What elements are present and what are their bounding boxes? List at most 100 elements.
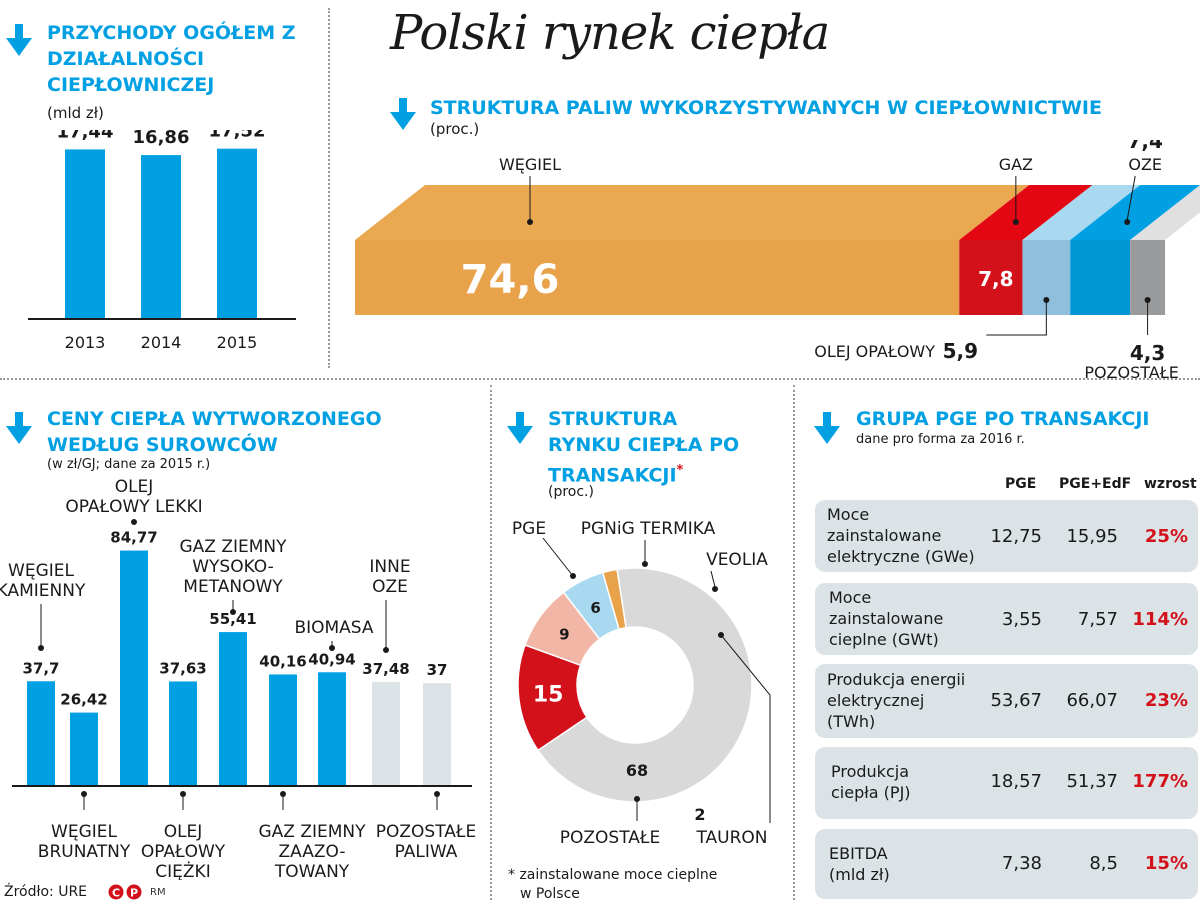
category-label: KAMIENNY (0, 581, 86, 601)
data-label: 7,4 (1127, 140, 1162, 153)
leader-dot (634, 796, 640, 802)
source-label: Źródło: URE (4, 884, 88, 900)
category-label: OLEJ OPAŁOWY (814, 342, 935, 361)
cell-pge-edf: 7,57 (1077, 609, 1118, 630)
table-row: Moce zainstalowane elektryczne (GWe) 12,75… (815, 500, 1198, 572)
revenue-unit: (mld zł) (47, 104, 104, 122)
category-label: METANOWY (183, 577, 283, 597)
leader-line (720, 634, 771, 823)
pge-subtitle: dane pro forma za 2016 r. (856, 432, 1025, 447)
bar-segment (355, 240, 960, 315)
bar (169, 681, 197, 786)
data-label: 17,44 (57, 130, 114, 142)
bar (318, 672, 346, 786)
market-chart: 15 9 6 68 PGE PGNiG TERMIKA VEOLIA 2 TAURON POZOS… (512, 519, 771, 848)
market-title-text: STRUKTURA RYNKU CIEPŁA PO TRANSAKCJI (548, 408, 740, 487)
fuels-title: STRUKTURA PALIW WYKORZYSTYWANYCH W CIEPŁ… (430, 97, 1102, 119)
column-header: wzrost (1144, 476, 1197, 492)
prices-unit: (w zł/GJ; dane za 2015 r.) (47, 457, 211, 472)
leader-line (542, 537, 574, 577)
pie-slice (536, 567, 753, 803)
page-title: Polski rynek ciepła (390, 5, 830, 61)
cell-pge: 3,55 (1001, 609, 1042, 630)
leader-dot (642, 561, 648, 567)
category-label: OPAŁOWY (141, 842, 226, 862)
fuels-chart: 74,6 7,8 WĘGIEL GAZ OZE 7,4 OLEJ OPAŁOWY 5,9 4,3… (355, 140, 1200, 380)
category-label: INNE (369, 557, 410, 577)
category-label: BRUNATNY (38, 842, 131, 862)
category-label: WĘGIEL (499, 155, 561, 174)
category-label: TAURON (695, 828, 767, 848)
category-label: OZE (1128, 155, 1162, 174)
tick-label: 2014 (141, 333, 182, 352)
category-label: OLEJ (164, 822, 203, 842)
bar (27, 681, 55, 786)
row-name: Produkcja ciepła (PJ) (831, 762, 911, 802)
category-label: PGNiG TERMIKA (581, 519, 716, 539)
leader-dot (1124, 219, 1131, 225)
cell-pge-edf: 15,95 (1066, 526, 1118, 547)
arrow-down-icon (6, 24, 32, 56)
data-label: 68 (626, 761, 648, 780)
revenue-title: PRZYCHODY OGÓŁEM Z DZIAŁALNOŚCI CIEPŁOWN… (47, 22, 296, 96)
data-label: 5,9 (943, 339, 978, 363)
category-label: GAZ ZIEMNY (179, 537, 287, 557)
category-label: OPAŁOWY LEKKI (65, 497, 202, 517)
bar-top (959, 185, 1093, 240)
row-name: Moce zainstalowane elektryczne (GWe) (827, 505, 975, 566)
cell-growth: 114% (1132, 609, 1188, 630)
category-label: POZOSTAŁE (560, 828, 660, 848)
cell-pge-edf: 8,5 (1089, 853, 1118, 874)
svg-text:P: P (130, 887, 138, 900)
category-label: VEOLIA (706, 550, 768, 570)
leader-dot (570, 573, 576, 579)
source-note: Źródło: URE (4, 884, 87, 900)
bar (423, 683, 451, 786)
cell-pge: 53,67 (990, 690, 1042, 711)
market-unit: (proc.) (548, 484, 594, 500)
credit-label: RM (150, 887, 166, 898)
pge-title: GRUPA PGE PO TRANSAKCJI (856, 408, 1150, 430)
cell-growth: 25% (1144, 526, 1188, 547)
market-title: STRUKTURA RYNKU CIEPŁA PO TRANSAKCJI* (548, 406, 748, 488)
data-label: 37,48 (362, 660, 409, 678)
leader-line (1126, 175, 1136, 221)
market-asterisk: * (676, 463, 684, 478)
bar (141, 155, 181, 319)
data-label: 17,52 (209, 130, 266, 142)
table-row: Moce zainstalowane cieplne (GWt) 3,55 7,57… (815, 583, 1198, 655)
market-footnote: * zainstalowane moce cieplne w Polsce (508, 866, 717, 904)
category-label: POZOSTAŁE (376, 822, 476, 842)
data-label: 16,86 (133, 130, 190, 148)
cell-pge-edf: 66,07 (1066, 690, 1118, 711)
bar-segment (1070, 240, 1131, 315)
data-label: 55,41 (209, 610, 256, 628)
arrow-down-icon (390, 98, 416, 130)
separator (793, 385, 795, 900)
data-label: 7,8 (978, 267, 1013, 291)
bar-top (355, 185, 1030, 240)
data-label: 9 (559, 625, 569, 643)
table-row: Produkcja energii elektrycznej (TWh) 53,67… (815, 664, 1198, 738)
cell-pge: 18,57 (990, 771, 1042, 792)
leader-dot (383, 647, 389, 653)
data-label: 74,6 (461, 257, 560, 303)
bar (217, 148, 257, 319)
bar (65, 149, 105, 319)
bar (372, 681, 400, 786)
data-label: 6 (590, 599, 600, 617)
table-row: Produkcja ciepła (PJ) 18,57 51,37 177% (815, 747, 1198, 819)
category-label: WĘGIEL (51, 822, 117, 842)
bar (269, 674, 297, 786)
bar (219, 632, 247, 786)
category-label: WĘGIEL (8, 561, 74, 581)
table-row: EBITDA (mld zł) 7,38 8,5 15% (815, 829, 1198, 899)
column-header: PGE (1005, 476, 1037, 492)
category-label: TOWANY (274, 862, 350, 880)
bar-top (1022, 185, 1141, 240)
category-label: OLEJ (115, 477, 154, 497)
leader-dot (230, 609, 236, 615)
data-label: 37,63 (159, 659, 206, 677)
cell-pge: 7,38 (1001, 853, 1042, 874)
arrow-down-icon (814, 412, 840, 444)
